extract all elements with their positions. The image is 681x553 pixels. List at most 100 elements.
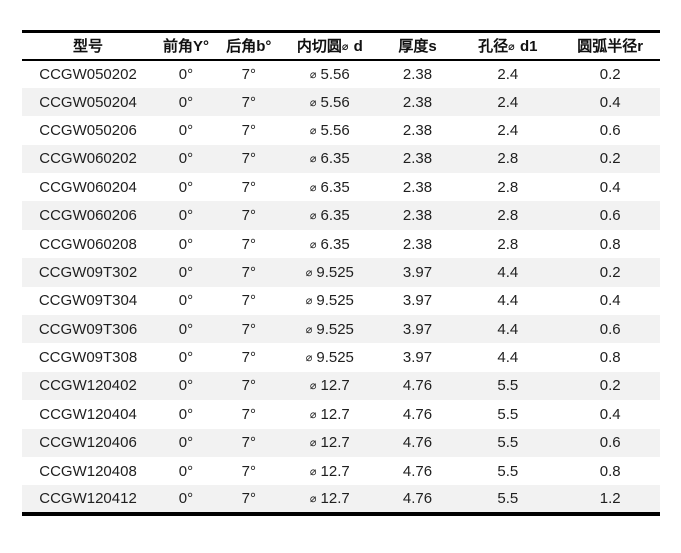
cell-clearance-angle: 7° (241, 405, 256, 423)
cell-rake-angle: 0° (178, 462, 194, 480)
table-row: CCGW050202 0° 7° ⌀ 5.56 2.38 2.4 0.2 (22, 60, 660, 88)
diameter-symbol: ⌀ (305, 352, 314, 365)
cell-clearance-angle: 7° (217, 371, 280, 401)
cell-clearance-angle: 7° (241, 349, 256, 367)
column-header-thickness-s: 厚度s (379, 31, 456, 61)
cell-clearance-angle: 7° (217, 144, 280, 174)
cell-inscribed-circle-d: ⌀ 5.56 (279, 87, 380, 117)
cell-thickness-s: 2.38 (402, 235, 433, 253)
cell-inscribed-circle-d: ⌀ 12.7 (279, 428, 380, 457)
table-row: CCGW120406 0° 7° ⌀ 12.7 4.76 5.5 0.6 (22, 428, 660, 457)
cell-inscribed-circle-d: ⌀ 12.7 (279, 371, 380, 401)
cell-corner-radius-r: 0.6 (560, 201, 660, 230)
diameter-symbol: ⌀ (309, 380, 318, 393)
cell-thickness-s: 3.97 (379, 258, 456, 287)
cell-rake-angle: 0° (178, 405, 194, 423)
cell-inscribed-circle-d: ⌀ 5.56 (309, 65, 350, 83)
cell-thickness-s: 3.97 (402, 349, 433, 367)
table-row: CCGW120412 0° 7° ⌀ 12.7 4.76 5.5 1.2 (22, 485, 660, 514)
cell-clearance-angle: 7° (217, 315, 280, 344)
spec-table-container: 型号 前角Y° 后角b° 内切圆⌀ d 厚度s 孔径⌀ d1 圆弧半径r CCGW05020… (22, 30, 660, 516)
cell-inscribed-circle-d: ⌀ 9.525 (279, 258, 380, 287)
table-row: CCGW09T302 0° 7° ⌀ 9.525 3.97 4.4 0.2 (22, 258, 660, 287)
cell-hole-diameter-d1: 2.8 (497, 235, 519, 253)
table-row: CCGW09T304 0° 7° ⌀ 9.525 3.97 4.4 0.4 (22, 287, 660, 315)
cell-thickness-s: 4.76 (402, 405, 433, 423)
cell-rake-angle: 0° (154, 315, 218, 344)
diameter-symbol: ⌀ (305, 266, 314, 279)
cell-thickness-s: 2.38 (402, 178, 433, 196)
cell-thickness-s: 3.97 (379, 315, 456, 344)
diameter-symbol: ⌀ (341, 41, 350, 54)
column-header-inscribed-circle-d: 内切圆⌀ d (279, 31, 380, 61)
table-row: CCGW050204 0° 7° ⌀ 5.56 2.38 2.4 0.4 (22, 87, 660, 117)
cell-hole-diameter-d1: 4.4 (497, 349, 519, 367)
cell-inscribed-circle-d: ⌀ 6.35 (309, 178, 350, 196)
cell-model: CCGW120402 (22, 371, 155, 401)
cell-clearance-angle: 7° (217, 428, 280, 457)
cell-hole-diameter-d1: 5.5 (497, 462, 519, 480)
table-row: CCGW120408 0° 7° ⌀ 12.7 4.76 5.5 0.8 (22, 457, 660, 485)
cell-rake-angle: 0° (154, 201, 218, 230)
diameter-symbol: ⌀ (508, 41, 516, 54)
table-row: CCGW060202 0° 7° ⌀ 6.35 2.38 2.8 0.2 (22, 144, 660, 174)
cell-hole-diameter-d1: 4.4 (455, 315, 561, 344)
cell-corner-radius-r: 0.4 (560, 87, 660, 117)
diameter-symbol: ⌀ (309, 408, 318, 421)
cell-clearance-angle: 7° (241, 178, 256, 196)
diameter-symbol: ⌀ (305, 295, 314, 308)
cell-inscribed-circle-d: ⌀ 9.525 (305, 349, 354, 367)
cell-hole-diameter-d1: 2.4 (497, 65, 519, 83)
cell-rake-angle: 0° (178, 121, 194, 139)
cell-rake-angle: 0° (154, 258, 218, 287)
cell-inscribed-circle-d: ⌀ 9.525 (279, 315, 380, 344)
cell-model: CCGW060206 (22, 201, 155, 230)
cell-rake-angle: 0° (178, 178, 194, 196)
cell-hole-diameter-d1: 2.8 (497, 178, 519, 196)
cell-clearance-angle: 7° (217, 201, 280, 230)
cell-model: CCGW120406 (22, 428, 155, 457)
cell-model: CCGW120408 (39, 462, 137, 480)
diameter-symbol: ⌀ (309, 493, 318, 506)
diameter-symbol: ⌀ (309, 437, 318, 450)
cell-hole-diameter-d1: 5.5 (497, 405, 519, 423)
cell-clearance-angle: 7° (241, 121, 256, 139)
diameter-symbol: ⌀ (305, 323, 314, 336)
diameter-symbol: ⌀ (309, 153, 318, 166)
column-header-hole-diameter-d1: 孔径⌀ d1 (455, 31, 561, 61)
cell-corner-radius-r: 0.6 (560, 428, 660, 457)
diameter-symbol: ⌀ (309, 210, 318, 223)
table-row: CCGW120402 0° 7° ⌀ 12.7 4.76 5.5 0.2 (22, 371, 660, 401)
cell-corner-radius-r: 0.2 (560, 258, 660, 287)
cell-corner-radius-r: 0.2 (560, 144, 660, 174)
cell-rake-angle: 0° (154, 371, 218, 401)
diameter-symbol: ⌀ (309, 68, 318, 81)
table-row: CCGW09T308 0° 7° ⌀ 9.525 3.97 4.4 0.8 (22, 343, 660, 371)
cell-clearance-angle: 7° (241, 292, 256, 310)
column-header-corner-radius-r: 圆弧半径r (560, 31, 660, 61)
table-row: CCGW09T306 0° 7° ⌀ 9.525 3.97 4.4 0.6 (22, 315, 660, 344)
diameter-symbol: ⌀ (309, 124, 318, 137)
cell-thickness-s: 4.76 (379, 485, 456, 514)
diameter-symbol: ⌀ (309, 238, 318, 251)
cell-model: CCGW050202 (39, 65, 137, 83)
cell-corner-radius-r: 0.8 (599, 462, 621, 480)
header-row: 型号 前角Y° 后角b° 内切圆⌀ d 厚度s 孔径⌀ d1 圆弧半径r (22, 31, 660, 61)
cell-model: CCGW120412 (22, 485, 155, 514)
cell-clearance-angle: 7° (217, 485, 280, 514)
cell-corner-radius-r: 0.8 (599, 235, 621, 253)
cell-hole-diameter-d1: 2.8 (455, 144, 561, 174)
cell-inscribed-circle-d: ⌀ 5.56 (309, 121, 350, 139)
cell-inscribed-circle-d: ⌀ 6.35 (279, 144, 380, 174)
cell-inscribed-circle-d: ⌀ 6.35 (309, 235, 350, 253)
cell-hole-diameter-d1: 2.8 (455, 201, 561, 230)
cell-rake-angle: 0° (154, 87, 218, 117)
cell-hole-diameter-d1: 4.4 (455, 258, 561, 287)
table-row: CCGW060208 0° 7° ⌀ 6.35 2.38 2.8 0.8 (22, 230, 660, 258)
cell-corner-radius-r: 0.4 (599, 178, 621, 196)
cell-model: CCGW060202 (22, 144, 155, 174)
cell-rake-angle: 0° (178, 65, 194, 83)
cell-hole-diameter-d1: 5.5 (455, 371, 561, 401)
cell-model: CCGW09T302 (22, 258, 155, 287)
table-row: CCGW060206 0° 7° ⌀ 6.35 2.38 2.8 0.6 (22, 201, 660, 230)
